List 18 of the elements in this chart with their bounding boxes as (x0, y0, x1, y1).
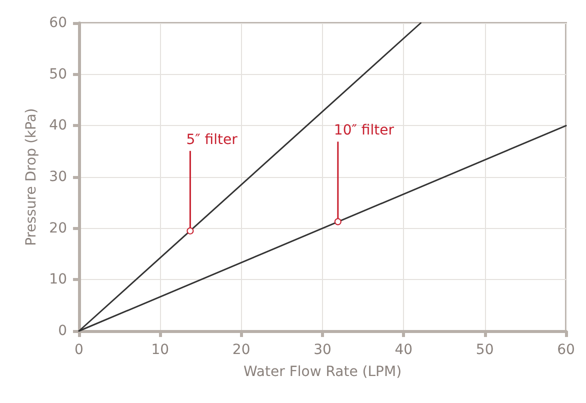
x-tick-label: 20 (232, 342, 250, 358)
y-axis-title: Pressure Drop (kPa) (23, 108, 40, 246)
x-tick-label: 10 (151, 342, 170, 358)
x-tick-label: 50 (476, 342, 494, 358)
y-tick-label: 20 (49, 220, 67, 236)
y-tick-label: 0 (58, 323, 67, 339)
annotation: 10″ filter (334, 122, 394, 139)
y-tick-label: 50 (49, 66, 67, 82)
y-tick-label: 30 (49, 169, 67, 185)
x-tick-label: 30 (314, 342, 332, 358)
x-tick-label: 60 (557, 342, 575, 358)
x-axis-title: Water Flow Rate (LPM) (243, 364, 402, 380)
annotation: 5″ filter (186, 132, 238, 148)
x-tick-label: 40 (394, 342, 413, 358)
y-tick-label: 60 (49, 15, 67, 31)
y-tick-label: 10 (49, 272, 67, 288)
y-tick-label: 40 (49, 118, 67, 134)
x-tick-label: 0 (74, 342, 84, 358)
